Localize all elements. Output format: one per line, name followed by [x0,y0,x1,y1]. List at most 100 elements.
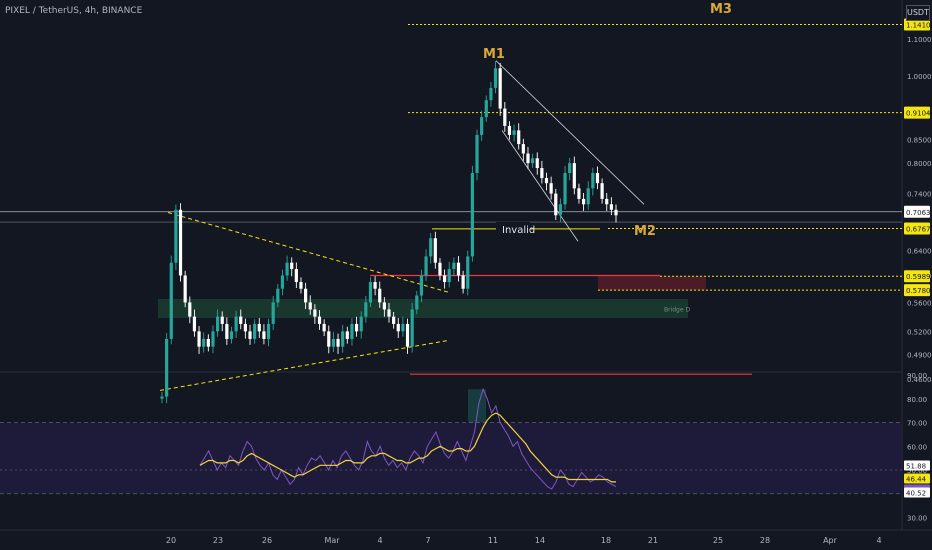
m3-label: M3 [710,2,732,17]
price-tick-label: 1.0000 [907,73,932,81]
candle-body [373,282,377,289]
time-tick-label: 21 [648,536,658,545]
candle-body [280,275,285,289]
candle-body [535,158,539,169]
candle-body [266,323,271,339]
candle-body [415,295,419,310]
candle-body [197,331,201,347]
candle-body [169,262,173,339]
candle-body [581,198,586,205]
time-tick-label: 7 [425,536,430,545]
candle-body [470,173,474,257]
time-tick-label: 4 [377,536,382,545]
rsi-tick-label: 90.00 [907,372,927,380]
price-tick-label: 0.8500 [907,136,932,144]
candle-body [354,323,359,332]
price-tick-label: 0.8000 [907,160,932,168]
rsi-value-label: 40.52 [906,490,926,498]
candle-body [424,256,428,276]
candle-body [206,338,210,347]
m1-label: M1 [483,47,505,62]
candle-body [294,269,298,283]
candle-body [419,275,424,296]
price-tick-label: 0.4900 [907,352,932,360]
candle-body [521,144,525,154]
candle-body [253,323,257,339]
candle-body [192,316,197,332]
candle-body [572,163,576,189]
rsi-value-label: 51.88 [906,463,926,471]
wedge-lower-line [501,130,579,242]
price-tick-label: 0.6400 [907,247,932,255]
candle-body [544,178,549,184]
rsi-value-badge [904,460,930,471]
candle-body [484,100,488,118]
candle-body [429,238,433,257]
candle-body [438,262,442,276]
candle-body [350,323,354,339]
candle-body [308,302,312,310]
candle-body [563,173,567,205]
candle-body [507,125,512,135]
price-level-value: 0.5780 [906,287,931,295]
price-level-value: 0.9104 [906,110,931,118]
price-level-badge [904,106,930,119]
currency-button[interactable]: USDT [906,5,930,21]
candle-body [322,323,326,332]
candle-body [554,193,558,216]
candle-body [526,153,530,164]
candle-body [387,309,391,317]
candle-body [595,173,600,184]
candle-body [239,316,243,324]
candle-body [174,209,178,263]
rsi-value-badge [904,487,930,498]
candle-body [160,396,164,399]
candle-body [317,316,322,324]
candle-body [225,323,229,339]
candle-body [271,302,275,324]
price-tick-label: 0.5200 [907,328,932,336]
candle-body [600,183,604,199]
rsi-tick-label: 50.00 [907,467,927,475]
candle-body [359,316,363,332]
bridge-zone [158,298,688,319]
candle-body [257,323,261,332]
time-tick-label: 26 [262,536,272,545]
candle-body [364,302,368,317]
candle-body [489,87,493,101]
candle-body [178,209,183,276]
invalid-label: Invalid [502,225,535,236]
triangle-upper-line [167,212,449,293]
candle-body [331,338,336,347]
candle-body [558,204,563,216]
candle-body [336,338,340,347]
candle-body [276,288,280,303]
candle-body [313,309,317,317]
time-tick-label: 18 [601,536,611,545]
m2-label: M2 [634,224,656,239]
time-tick-label: 25 [713,536,723,545]
candle-body [531,158,535,164]
candle-body [540,168,544,179]
candle-body [480,117,484,135]
symbol-title: PIXEL / TetherUS, 4h, BINANCE [5,6,143,16]
candle-body [378,288,382,303]
candle-body [452,262,456,270]
rsi-tick-label: 60.00 [907,443,927,451]
candle-body [609,204,613,210]
rsi-value-label: 46.44 [906,475,927,483]
candle-body [503,108,507,126]
candle-body [345,331,349,339]
candle-body [304,288,308,303]
price-level-badge [904,18,930,31]
candle-body [229,331,234,339]
candle-body [262,331,266,339]
candle-body [433,238,437,263]
candle-body [392,316,396,324]
candle-body [401,323,405,332]
candle-body [498,68,502,109]
time-tick-label: 28 [760,536,770,545]
candle-body [188,302,192,317]
resistance-box [598,276,706,291]
